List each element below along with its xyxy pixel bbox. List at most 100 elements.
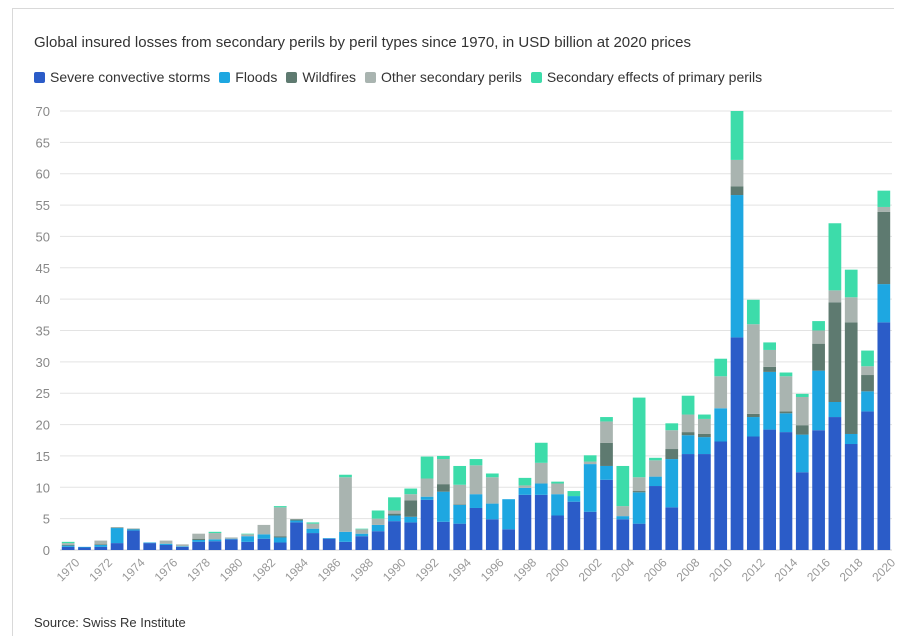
y-tick-label-50: 50 [36, 229, 50, 244]
bar-2008-other-secondary-perils [681, 414, 695, 433]
bar-1987-floods [339, 531, 352, 542]
bar-1976-other-secondary-perils [159, 540, 173, 544]
bar-1993-floods [437, 491, 450, 522]
bar-1988-other-secondary-perils [355, 529, 369, 534]
bar-1984-severe-convective-storms [290, 522, 303, 550]
bar-1989-severe-convective-storms [371, 531, 385, 550]
bar-2001-secondary-effects-of-primary-perils [567, 491, 581, 497]
bar-2005-severe-convective-storms [632, 523, 646, 550]
bar-2015-severe-convective-storms [795, 472, 809, 550]
bar-1992-other-secondary-perils [420, 478, 434, 497]
x-tick-label-2014: 2014 [772, 555, 801, 584]
bar-1995-floods [469, 494, 483, 508]
bar-2011-other-secondary-perils [730, 159, 744, 187]
bar-2008-wildfires [681, 432, 695, 436]
y-tick-label-15: 15 [36, 449, 50, 464]
bar-2002-other-secondary-perils [583, 461, 597, 465]
bar-1987-other-secondary-perils [339, 477, 352, 532]
bar-1999-other-secondary-perils [534, 462, 548, 484]
x-tick-label-2002: 2002 [576, 555, 605, 584]
y-tick-label-60: 60 [36, 167, 50, 182]
x-tick-label-2020: 2020 [869, 555, 897, 584]
bar-1995-other-secondary-perils [469, 465, 483, 495]
bar-2001-floods [567, 496, 581, 502]
bar-1984-floods [290, 520, 303, 523]
legend-item-floods[interactable]: Floods [219, 69, 277, 85]
bar-2003-other-secondary-perils [600, 421, 613, 443]
bar-2014-secondary-effects-of-primary-perils [779, 372, 793, 377]
bar-2011-secondary-effects-of-primary-perils [730, 111, 744, 160]
bar-2019-secondary-effects-of-primary-perils [861, 350, 874, 367]
legend-label-floods: Floods [235, 69, 278, 85]
bar-1978-wildfires [192, 538, 206, 540]
x-tick-label-1994: 1994 [445, 555, 474, 584]
bar-1985-severe-convective-storms [306, 533, 320, 550]
bar-1985-other-secondary-perils [306, 523, 320, 529]
legend-label-secondary-effects-of-primary-perils: Secondary effects of primary perils [546, 69, 763, 85]
bar-2006-severe-convective-storms [649, 486, 662, 550]
x-tick-label-1970: 1970 [54, 555, 83, 584]
bar-1982-other-secondary-perils [257, 524, 271, 535]
bar-2009-other-secondary-perils [698, 418, 711, 434]
bar-2016-severe-convective-storms [812, 430, 825, 550]
legend-item-secondary-effects-of-primary-perils[interactable]: Secondary effects of primary perils [530, 69, 763, 85]
bar-2014-other-secondary-perils [779, 376, 793, 412]
bar-1981-floods [241, 536, 254, 542]
bar-1977-other-secondary-perils [175, 544, 189, 547]
bar-2005-wildfires [632, 491, 646, 493]
bar-2007-floods [665, 459, 679, 508]
bar-1976-floods [159, 543, 173, 545]
bar-1983-floods [273, 537, 287, 543]
bar-1979-other-secondary-perils [208, 533, 222, 540]
bar-2009-secondary-effects-of-primary-perils [698, 414, 711, 419]
bar-2008-severe-convective-storms [681, 454, 695, 550]
bar-1972-other-secondary-perils [94, 540, 108, 545]
bar-1994-other-secondary-perils [453, 484, 467, 505]
bar-2002-severe-convective-storms [583, 511, 597, 550]
bar-1988-floods [355, 533, 369, 537]
bar-1983-severe-convective-storms [273, 542, 287, 550]
bar-2016-secondary-effects-of-primary-perils [812, 321, 825, 331]
x-tick-label-2012: 2012 [739, 555, 768, 584]
bar-1987-severe-convective-storms [339, 541, 352, 550]
bar-1983-other-secondary-perils [273, 507, 287, 537]
bar-1997-floods [502, 499, 515, 530]
legend-item-severe-convective-storms[interactable]: Severe convective storms [34, 69, 210, 85]
bar-2006-other-secondary-perils [649, 460, 662, 477]
bar-2019-severe-convective-storms [861, 411, 874, 550]
bar-2015-other-secondary-perils [795, 396, 809, 426]
bar-1989-floods [371, 524, 385, 532]
bar-1990-severe-convective-storms [388, 521, 401, 550]
bar-2013-other-secondary-perils [763, 349, 776, 367]
bar-2012-secondary-effects-of-primary-perils [746, 299, 760, 325]
bar-1991-secondary-effects-of-primary-perils [404, 488, 418, 495]
legend-swatch-secondary-effects-of-primary-perils [530, 71, 542, 83]
bar-2019-wildfires [861, 375, 874, 392]
bar-1991-severe-convective-storms [404, 522, 418, 550]
bar-2010-other-secondary-perils [714, 376, 728, 409]
bar-1978-floods [192, 539, 206, 542]
bar-2003-floods [600, 465, 613, 480]
bar-2020-wildfires [877, 211, 891, 285]
bar-2012-other-secondary-perils [746, 324, 760, 414]
bar-2010-secondary-effects-of-primary-perils [714, 358, 728, 377]
bar-1980-floods [224, 538, 238, 540]
legend-label-severe-convective-storms: Severe convective storms [50, 69, 211, 85]
bar-1974-wildfires [127, 528, 140, 530]
legend-item-wildfires[interactable]: Wildfires [286, 69, 356, 85]
legend-swatch-severe-convective-storms [34, 71, 45, 83]
x-tick-label-1972: 1972 [86, 555, 115, 584]
x-tick-label-2018: 2018 [837, 555, 866, 584]
bar-2018-severe-convective-storms [844, 444, 858, 550]
bar-1985-floods [306, 528, 320, 534]
bar-1999-severe-convective-storms [534, 494, 548, 550]
bar-1990-other-secondary-perils [388, 510, 401, 514]
bar-1980-severe-convective-storms [224, 539, 238, 550]
bar-1981-other-secondary-perils [241, 534, 254, 537]
legend-item-other-secondary-perils[interactable]: Other secondary perils [365, 69, 522, 85]
bar-2015-wildfires [795, 425, 809, 435]
bar-1983-wildfires [273, 536, 287, 538]
bar-1993-severe-convective-storms [437, 521, 450, 550]
bar-1970-secondary-effects-of-primary-perils [61, 541, 75, 544]
